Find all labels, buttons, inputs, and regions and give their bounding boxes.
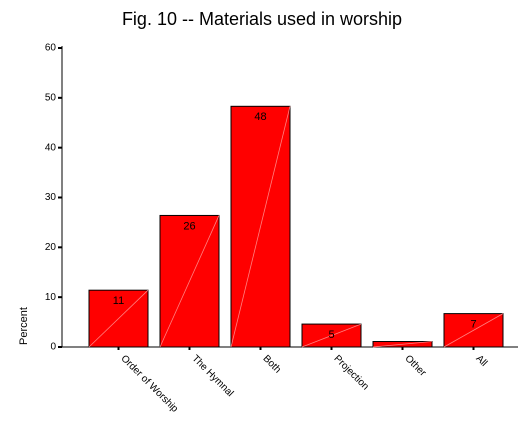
value-label: 48 [254,111,266,123]
y-tick-label: 20 [45,242,57,253]
bar-shading [88,289,149,348]
y-tick-label: 40 [45,142,57,153]
value-label: 7 [470,319,476,331]
y-tick-label: 10 [45,292,57,303]
x-tick-label: Order of Worship [119,353,181,415]
x-tick-label: Both [261,353,283,375]
bar-shading [159,215,220,348]
value-label: 26 [183,220,195,232]
bar-shading [443,313,504,348]
bar-shading [230,106,291,348]
bar-shading [301,323,362,348]
value-label: 11 [113,295,124,307]
chart-title: Fig. 10 -- Materials used in worship [122,9,402,29]
y-axis-label: Percent [18,307,30,345]
x-tick-label: Projection [332,353,371,392]
x-tick-label: Other [403,353,429,379]
y-tick-label: 30 [45,192,57,203]
y-tick-label: 50 [45,92,57,103]
y-tick-label: 0 [50,342,56,353]
y-tick-label: 60 [45,43,57,54]
x-tick-label: The Hymnal [190,353,236,399]
value-label: 5 [328,329,334,341]
bar-shading [372,341,433,348]
x-tick-label: All [474,353,490,369]
